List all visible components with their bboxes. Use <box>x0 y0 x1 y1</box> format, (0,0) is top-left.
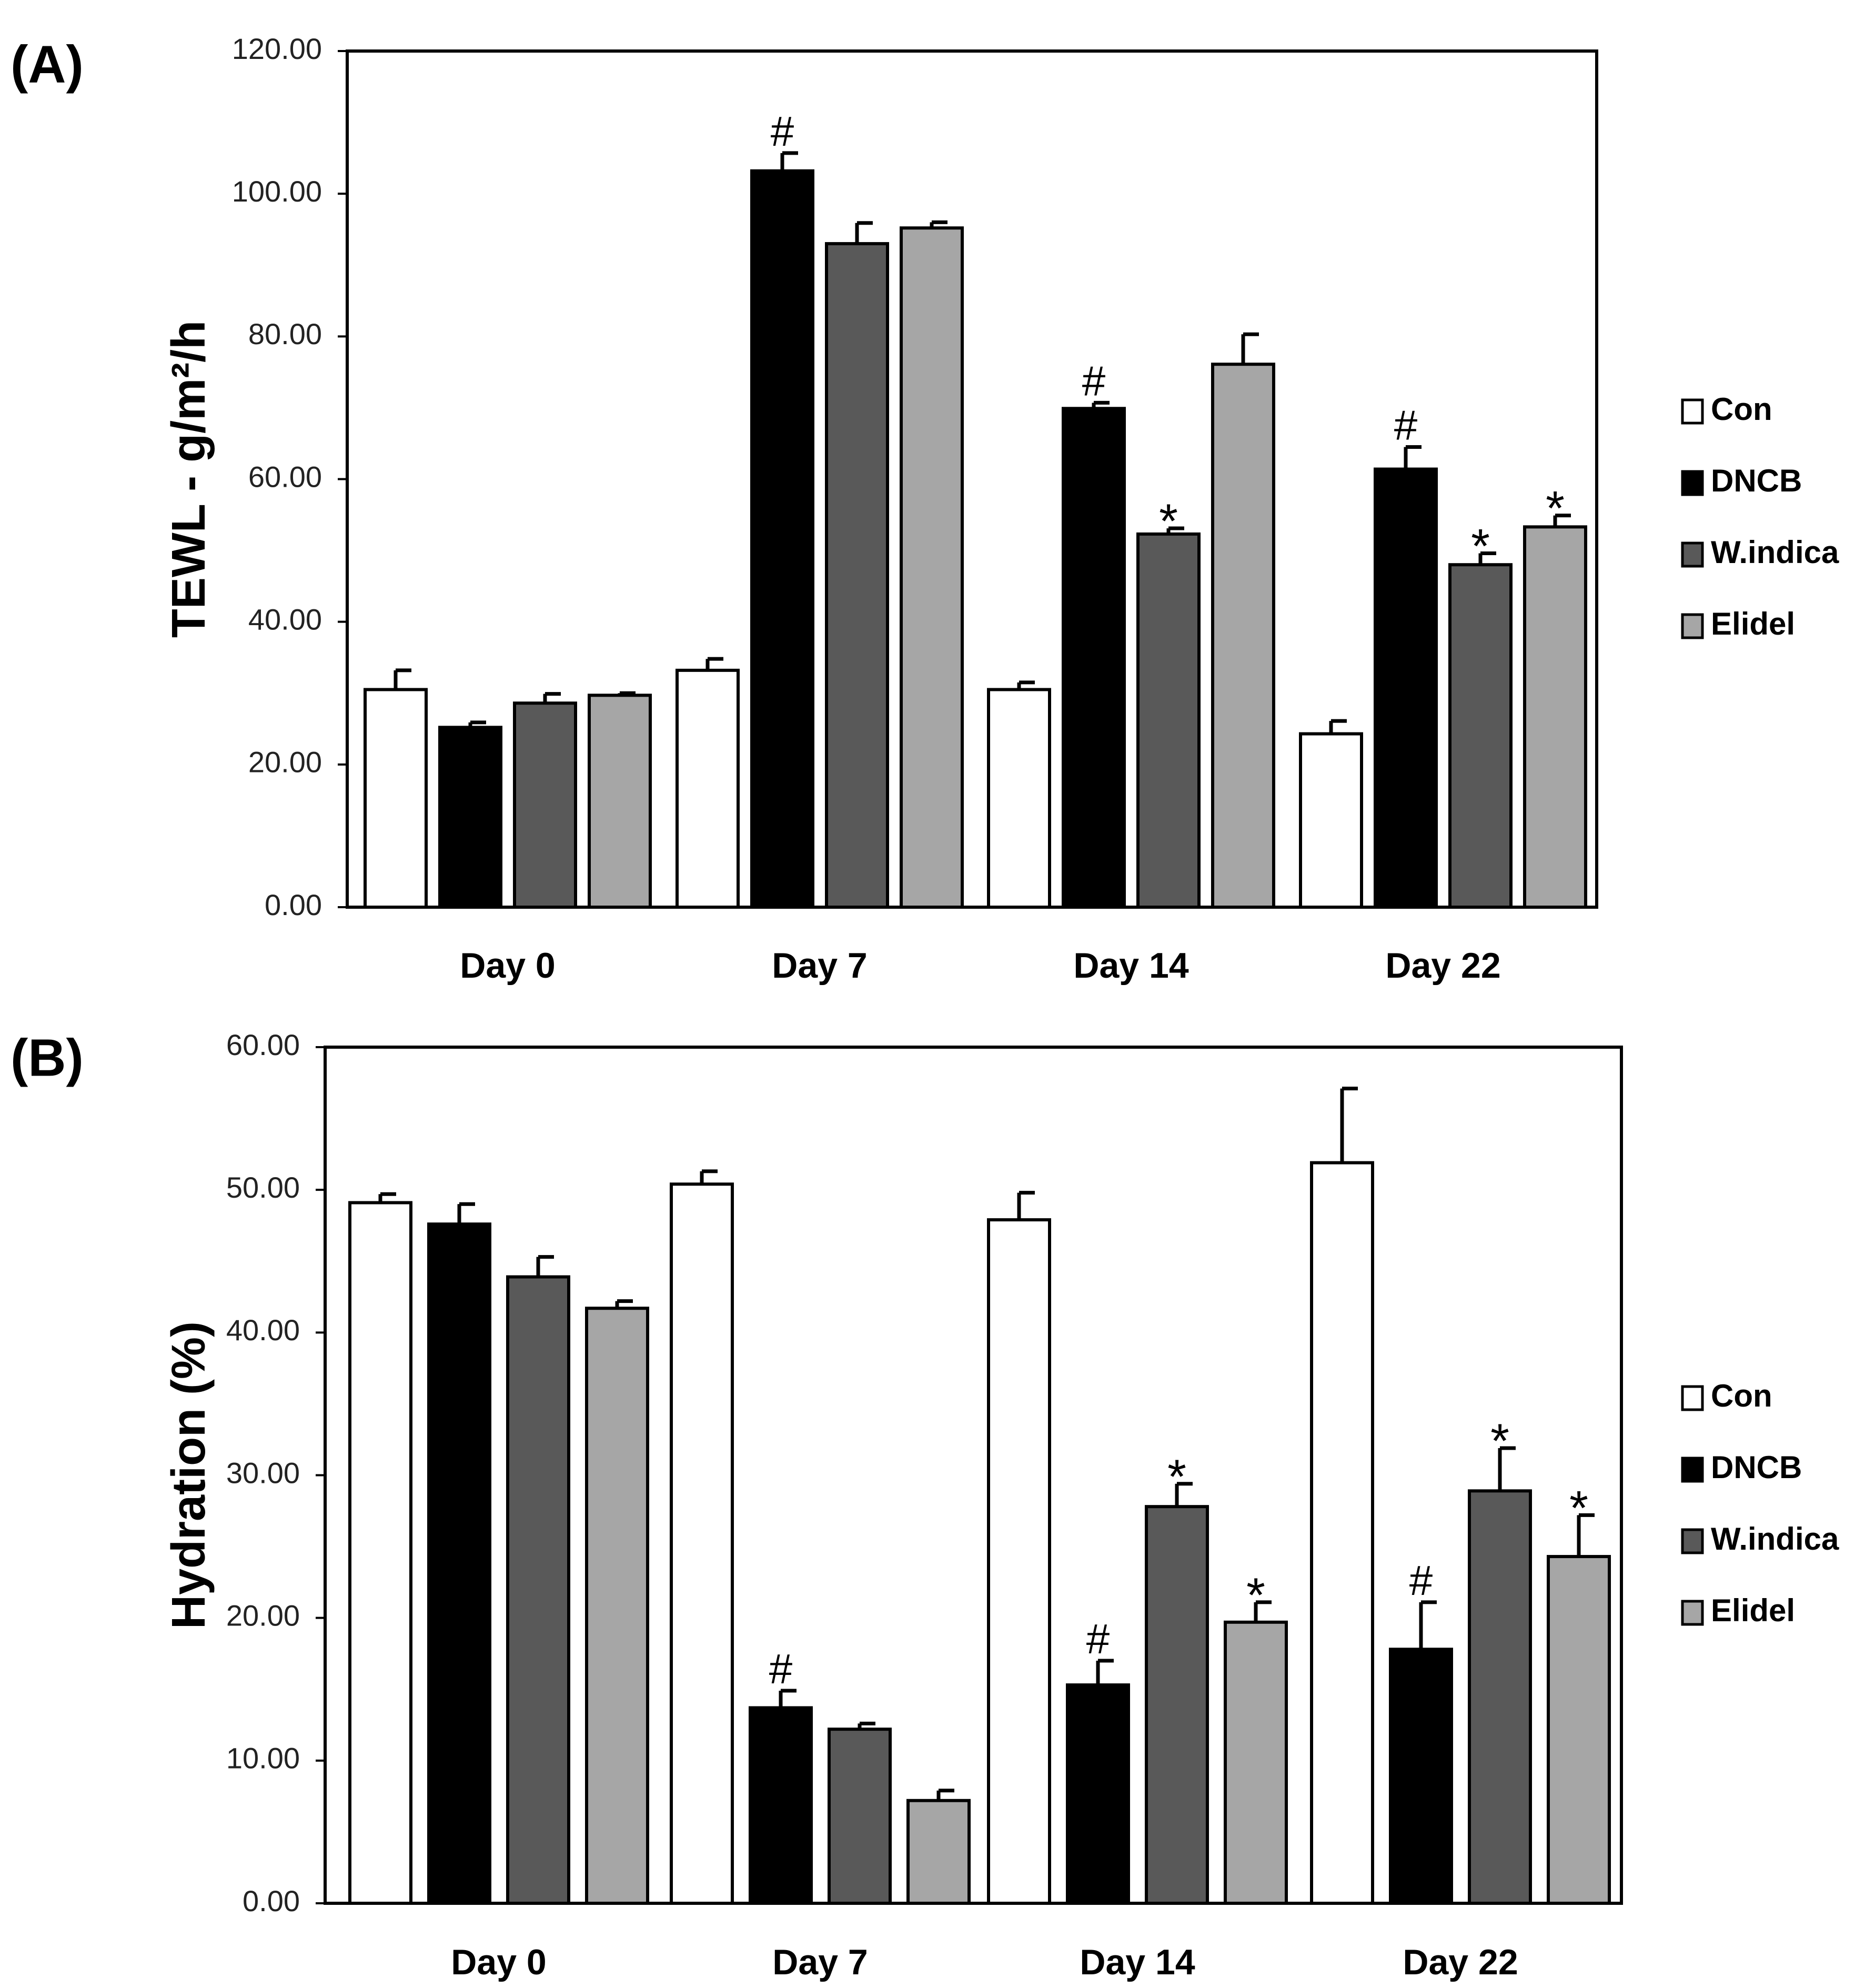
bar-elidel <box>1224 1620 1288 1905</box>
significance-star: * <box>1167 1450 1186 1504</box>
bar-dncb <box>438 726 502 909</box>
y-axis-title: TEWL - g/m²/h <box>163 320 215 638</box>
y-tick-label: 0.00 <box>265 888 322 921</box>
bar-con <box>670 1182 734 1905</box>
bar-dncb <box>750 169 814 909</box>
significance-hash: # <box>1409 1557 1433 1604</box>
bar-con <box>1310 1161 1374 1905</box>
y-tick-label: 20.00 <box>226 1599 300 1632</box>
bar-w-indica <box>825 242 889 909</box>
y-tick-label: 60.00 <box>248 460 322 493</box>
significance-star: * <box>1546 482 1565 536</box>
bar-dncb <box>1062 407 1126 909</box>
x-category-label: Day 0 <box>460 946 555 986</box>
bar-elidel <box>900 226 964 909</box>
y-tick-label: 120.00 <box>232 32 322 65</box>
y-axis-title: Hydration (%) <box>163 1321 215 1629</box>
bar-dncb <box>1389 1648 1453 1905</box>
legend-label: Elidel <box>1711 606 1795 641</box>
significance-hash: # <box>1086 1615 1110 1662</box>
y-tick-label: 80.00 <box>248 317 322 350</box>
legend-swatch <box>1681 541 1704 568</box>
legend-swatch <box>1681 613 1704 639</box>
bar-con <box>676 668 740 909</box>
bar-w-indica <box>1448 563 1513 909</box>
bar-dncb <box>427 1222 491 1905</box>
bar-con <box>348 1201 412 1905</box>
significance-hash: # <box>769 1645 793 1692</box>
significance-hash: # <box>1394 401 1418 448</box>
bar-elidel <box>906 1799 971 1905</box>
bar-con <box>987 1218 1051 1905</box>
y-tick-label: 60.00 <box>226 1028 300 1061</box>
panel-label: (B) <box>11 1028 84 1087</box>
bar-elidel <box>1523 525 1587 909</box>
bar-dncb <box>1066 1683 1130 1905</box>
significance-star: * <box>1471 520 1490 574</box>
bar-con <box>987 688 1051 909</box>
bar-dncb <box>1374 467 1438 909</box>
bar-elidel <box>588 694 652 909</box>
legend-swatch <box>1681 1528 1704 1554</box>
legend-swatch <box>1681 1385 1704 1411</box>
bar-con <box>1299 732 1363 909</box>
bar-dncb <box>749 1706 813 1905</box>
panel-a-tewl-chart: (A) TEWL - g/m²/h 0.00 20.00 40.00 60.00 80.00… <box>11 32 1839 986</box>
x-category-label: Day 7 <box>772 946 867 986</box>
significance-hash: # <box>1082 357 1106 404</box>
legend-swatch <box>1681 1600 1704 1626</box>
x-category-label: Day 0 <box>451 1942 546 1982</box>
y-tick-label: 10.00 <box>226 1742 300 1775</box>
bar-con <box>364 688 428 909</box>
x-category-label: Day 7 <box>772 1942 868 1982</box>
y-tick-label: 40.00 <box>248 603 322 636</box>
legend-label: Con <box>1711 1378 1772 1413</box>
bar-elidel <box>1547 1555 1611 1905</box>
legend-label: Con <box>1711 391 1772 427</box>
bar-w-indica <box>1136 532 1201 909</box>
panel-label: (A) <box>11 35 84 94</box>
y-tick-label: 20.00 <box>248 746 322 779</box>
panel-b-hydration-chart: (B) Hydration (%) 0.00 10.00 20.00 30.00 40.00… <box>11 1028 1839 1982</box>
x-category-label: Day 14 <box>1080 1942 1195 1982</box>
y-tick-label: 40.00 <box>226 1313 300 1347</box>
bar-w-indica <box>1468 1489 1532 1905</box>
plot-frame <box>324 1046 1623 1905</box>
x-category-label: Day 22 <box>1385 946 1500 986</box>
significance-star: * <box>1246 1569 1265 1622</box>
y-tick-label: 0.00 <box>243 1884 300 1917</box>
legend-swatch <box>1681 470 1704 496</box>
x-category-label: Day 22 <box>1403 1942 1518 1982</box>
x-category-label: Day 14 <box>1073 946 1188 986</box>
bar-elidel <box>585 1307 649 1905</box>
y-tick-label: 100.00 <box>232 175 322 208</box>
bar-w-indica <box>828 1728 892 1905</box>
significance-hash: # <box>771 108 794 155</box>
legend-swatch <box>1681 1457 1704 1483</box>
bar-w-indica <box>513 701 577 909</box>
legend-label: DNCB <box>1711 1450 1802 1485</box>
significance-star: * <box>1569 1481 1588 1535</box>
plot-frame <box>346 49 1598 909</box>
legend-swatch <box>1681 398 1704 425</box>
y-tick-label: 30.00 <box>226 1456 300 1489</box>
legend-label: W.indica <box>1711 1521 1839 1557</box>
legend-label: W.indica <box>1711 535 1839 570</box>
bar-w-indica <box>506 1275 570 1905</box>
legend-label: Elidel <box>1711 1593 1795 1628</box>
y-tick-label: 50.00 <box>226 1171 300 1204</box>
bar-w-indica <box>1145 1505 1209 1905</box>
legend-label: DNCB <box>1711 463 1802 498</box>
bar-elidel <box>1211 363 1275 909</box>
significance-star: * <box>1490 1414 1509 1468</box>
significance-star: * <box>1159 495 1178 548</box>
